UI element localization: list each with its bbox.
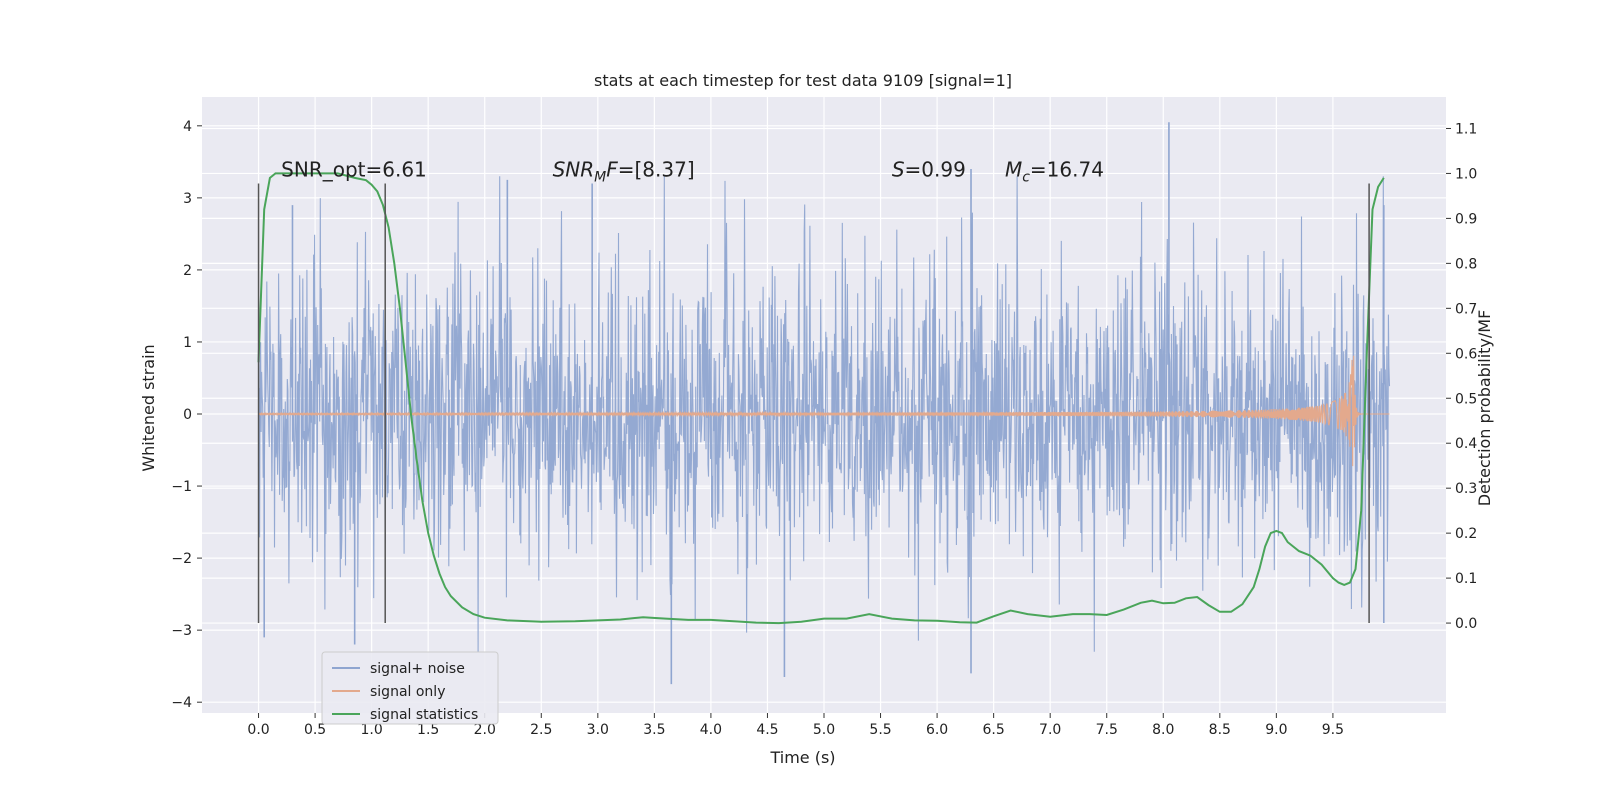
legend: signal+ noise signal only signal statistic… [321,651,499,725]
y-tick-label-right: 1.1 [1455,121,1477,137]
x-tick-label: 1.0 [361,722,383,738]
y-axis-label-left: Whitened strain [139,344,158,471]
x-tick-label: 5.5 [869,722,891,738]
x-tick-label: 6.0 [926,722,948,738]
x-tick-label: 2.5 [530,722,552,738]
x-tick-label: 4.5 [756,722,778,738]
annotation: SNRMF=[8.37] [553,157,695,185]
x-tick-label: 8.5 [1209,722,1231,738]
x-tick-label: 3.0 [587,722,609,738]
y-tick-label-right: 0.6 [1455,346,1477,362]
x-tick-label: 0.5 [304,722,326,738]
y-tick-label-right: 0.8 [1455,256,1477,272]
vertical-markers [257,183,1370,623]
y-tick-label-right: 0.9 [1455,211,1477,227]
y-tick-label-right: 0.2 [1455,526,1477,542]
y-tick-label-left: 1 [183,335,192,351]
ticks: 0.0 0.5 1.0 1.5 2.0 2.5 3.0 3.5 4.0 4.5 5.0 5.5 6.0 6… [171,119,1477,738]
y-tick-label-left: −1 [171,479,192,495]
x-tick-label: 4.0 [700,722,722,738]
signal-only-series [257,355,1390,467]
signal-statistics-line [257,172,1385,625]
annotation: S=0.99 [892,157,966,181]
y-tick-label-left: 4 [183,119,192,135]
y-tick-label-left: 3 [183,191,192,207]
y-tick-label-left: 2 [183,263,192,279]
y-tick-label-left: −3 [171,623,192,639]
legend-label: signal statistics [370,707,478,723]
x-tick-label: 7.0 [1039,722,1061,738]
y-tick-label-right: 0.0 [1455,616,1477,632]
annotations: SNR_opt=6.61 SNRMF=[8.37] S=0.99 Mc=16.74 [281,157,1104,185]
x-tick-label: 1.5 [417,722,439,738]
x-tick-label: 5.0 [813,722,835,738]
signal-noise-line [257,176,1391,652]
y-tick-label-left: −4 [171,695,192,711]
legend-box [321,651,499,725]
y-tick-label-right: 0.5 [1455,391,1477,407]
x-tick-label: 9.5 [1322,722,1344,738]
annotation: SNR_opt=6.61 [281,157,427,181]
y-tick-label-right: 0.3 [1455,481,1477,497]
y-tick-label-right: 0.4 [1455,436,1477,452]
x-tick-label: 6.5 [983,722,1005,738]
y-tick-label-right: 0.7 [1455,301,1477,317]
y-tick-label-right: 1.0 [1455,166,1477,182]
signal-statistics-series [257,172,1385,625]
legend-label: signal+ noise [370,661,465,677]
signal-noise-series [257,122,1391,685]
legend-label: signal only [370,684,445,700]
signal-only-line [257,355,1390,467]
x-tick-label: 7.5 [1096,722,1118,738]
annotation: Mc=16.74 [1005,157,1104,185]
y-tick-label-right: 0.1 [1455,571,1477,587]
x-tick-label: 0.0 [247,722,269,738]
x-tick-label: 8.0 [1152,722,1174,738]
x-tick-label: 9.0 [1265,722,1287,738]
y-tick-label-left: −2 [171,551,192,567]
y-axis-label-right: Detection probability/MF [1475,310,1494,507]
chart-title: stats at each timestep for test data 910… [594,71,1012,90]
y-tick-label-left: 0 [183,407,192,423]
x-tick-label: 2.0 [474,722,496,738]
x-axis-label: Time (s) [769,748,835,767]
x-tick-label: 3.5 [643,722,665,738]
